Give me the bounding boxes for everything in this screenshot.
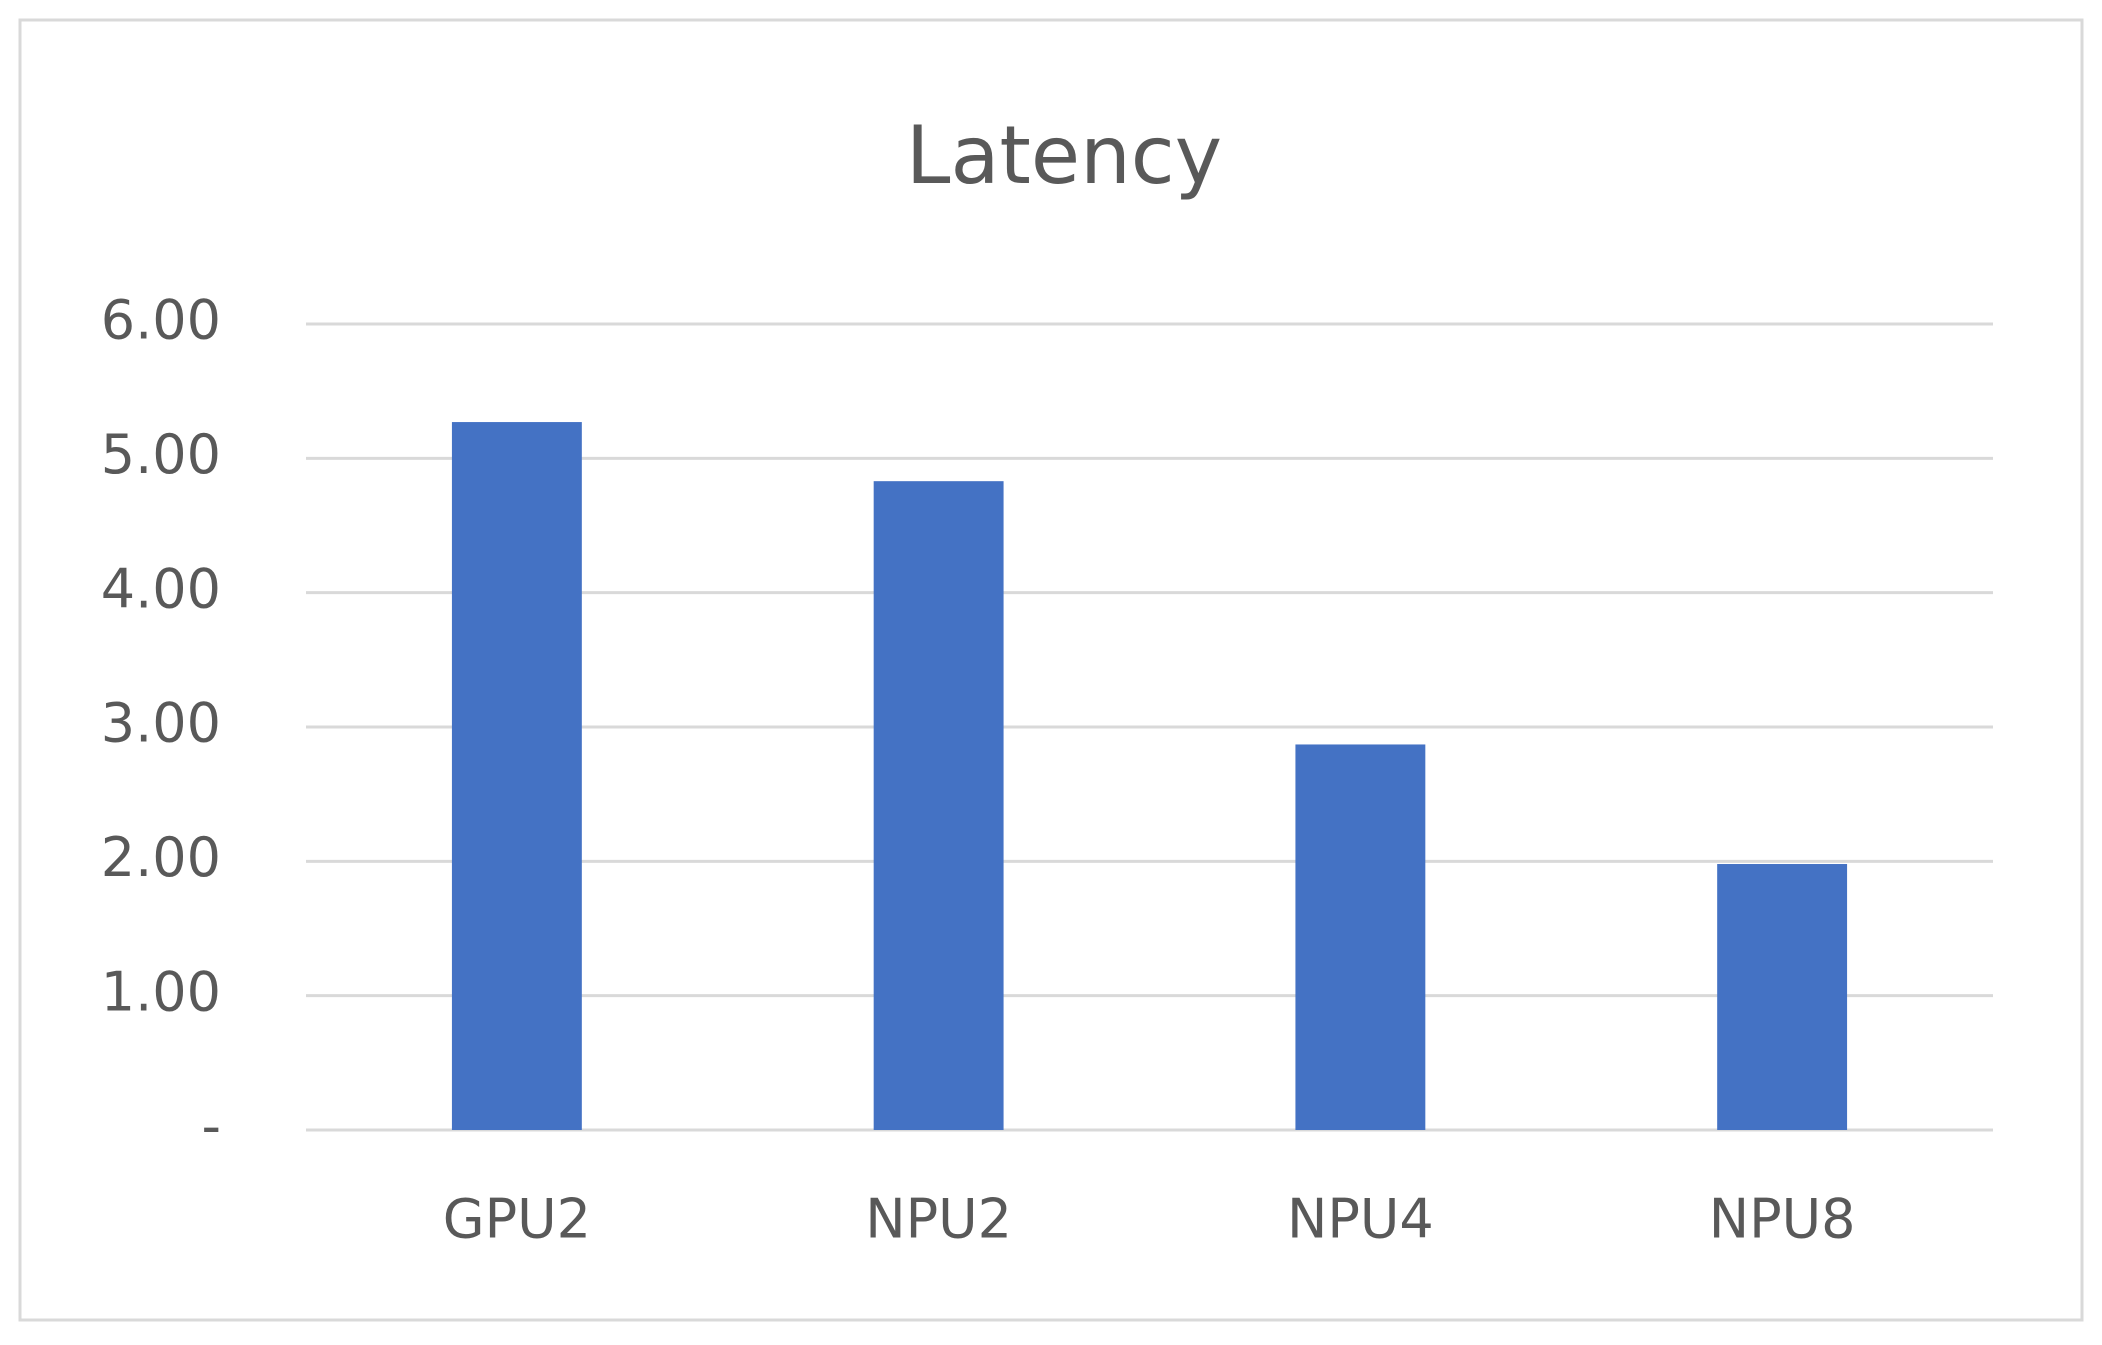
- bar: [1295, 744, 1426, 1130]
- bar: [1717, 864, 1848, 1130]
- y-tick-label: 1.00: [101, 960, 221, 1023]
- y-tick-label: -: [202, 1095, 222, 1158]
- x-tick-label: NPU8: [1709, 1188, 1856, 1251]
- bar: [451, 422, 582, 1130]
- y-tick-label: 2.00: [101, 826, 221, 889]
- x-tick-label: NPU4: [1287, 1188, 1434, 1251]
- y-tick-label: 6.00: [101, 289, 221, 352]
- bar: [873, 481, 1004, 1130]
- x-tick-label: GPU2: [443, 1188, 591, 1251]
- y-tick-label: 3.00: [101, 692, 221, 755]
- y-tick-label: 4.00: [101, 557, 221, 620]
- x-tick-label: NPU2: [865, 1188, 1012, 1251]
- y-tick-label: 5.00: [101, 423, 221, 486]
- chart-title: Latency: [906, 109, 1222, 202]
